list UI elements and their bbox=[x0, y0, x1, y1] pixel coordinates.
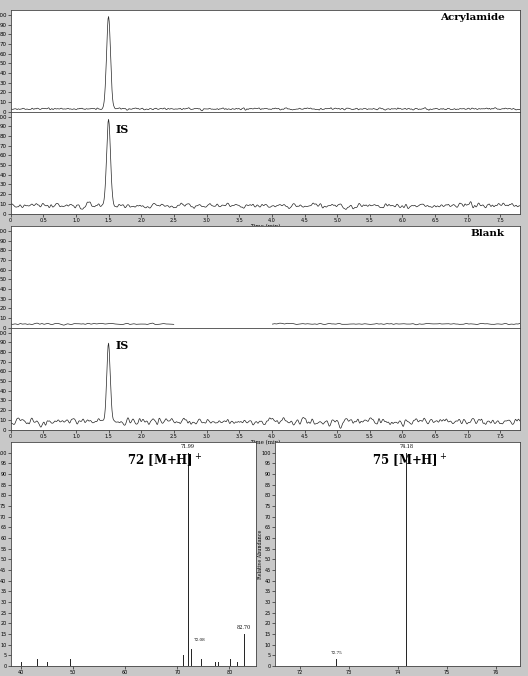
Y-axis label: Relative Abundance: Relative Abundance bbox=[258, 529, 263, 579]
Text: Blank: Blank bbox=[471, 229, 505, 238]
Text: 82.70: 82.70 bbox=[237, 625, 251, 629]
Text: IS: IS bbox=[116, 124, 129, 135]
Text: IS: IS bbox=[116, 340, 129, 351]
Text: 75 [M+H]$^+$: 75 [M+H]$^+$ bbox=[372, 454, 447, 470]
Text: Acrylamide: Acrylamide bbox=[440, 14, 505, 22]
Text: 74.18: 74.18 bbox=[399, 443, 413, 449]
Text: 72 [M+H]$^+$: 72 [M+H]$^+$ bbox=[127, 454, 203, 470]
X-axis label: Time (min): Time (min) bbox=[250, 224, 280, 229]
X-axis label: Time (min): Time (min) bbox=[250, 440, 280, 445]
Text: 72.75: 72.75 bbox=[331, 651, 342, 655]
Text: 71.99: 71.99 bbox=[181, 443, 195, 449]
Text: 72.08: 72.08 bbox=[193, 638, 205, 642]
